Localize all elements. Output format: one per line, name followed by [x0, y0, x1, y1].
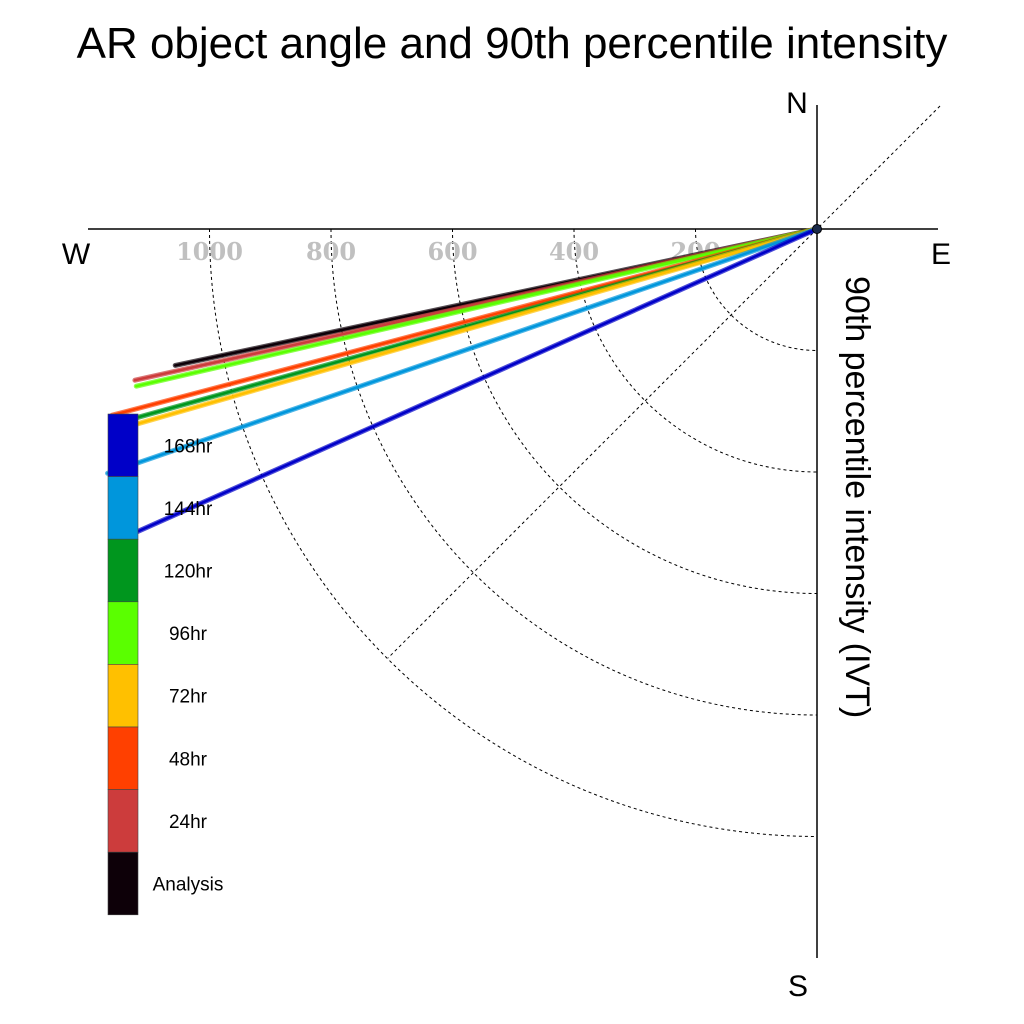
compass-west: W [62, 238, 91, 271]
radial-tick-label: 600 [427, 237, 477, 266]
chart-title: AR object angle and 90th percentile inte… [77, 19, 948, 68]
polar-grid [209, 105, 941, 837]
radial-tick-label: 1000 [176, 237, 243, 266]
legend-label-144hr: 144hr [164, 499, 213, 520]
compass-south: S [788, 970, 808, 1003]
series-line-72hr [134, 226, 820, 427]
legend-swatch-analysis [107, 851, 139, 916]
series-line-144hr [105, 226, 820, 476]
radial-tick-label: 400 [549, 237, 599, 266]
legend-swatch-48hr [107, 726, 139, 790]
legend-label-120hr: 120hr [164, 562, 213, 583]
compass-east: E [931, 238, 951, 271]
compass-north: N [786, 87, 808, 120]
series-line-168hr [120, 226, 820, 541]
legend: 168hr 144hr 120hr 96hr 72hr 48hr 24hr Analysis [107, 413, 224, 916]
legend-label-48hr: 48hr [169, 749, 208, 770]
legend-label-168hr: 168hr [164, 436, 213, 457]
origin-marker [812, 224, 822, 234]
legend-label-analysis: Analysis [153, 875, 224, 896]
y-axis-label: 90th percentile intensity (IVT) [838, 276, 876, 718]
legend-label-96hr: 96hr [169, 624, 208, 645]
legend-swatch-168hr [107, 413, 139, 477]
legend-swatch-72hr [107, 664, 139, 728]
grid-arc-800 [330, 228, 818, 716]
legend-label-72hr: 72hr [169, 687, 208, 708]
legend-swatch-24hr [107, 789, 139, 853]
legend-swatch-96hr [107, 601, 139, 665]
diagonal-guide [387, 105, 941, 659]
legend-swatch-144hr [107, 476, 139, 540]
legend-label-24hr: 24hr [169, 812, 208, 833]
series-lines [105, 226, 820, 541]
grid-arc-1000 [209, 228, 818, 837]
legend-swatch-120hr [107, 538, 139, 603]
radial-tick-label: 800 [306, 237, 356, 266]
series-line-96hr [133, 226, 820, 389]
